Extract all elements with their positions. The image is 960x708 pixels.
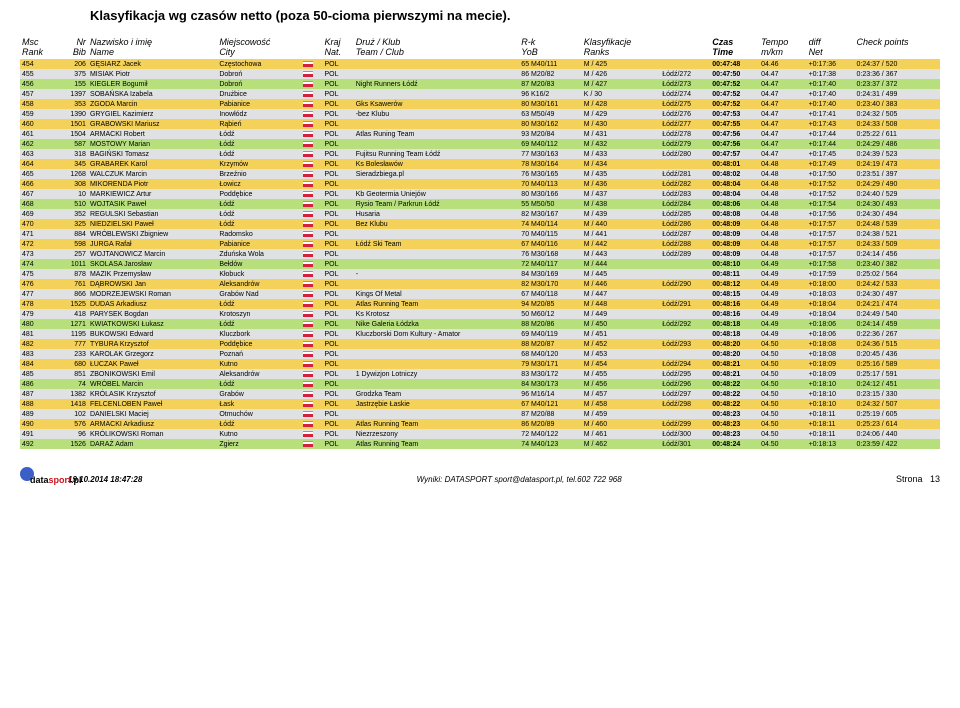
flag-icon bbox=[303, 181, 313, 187]
flag-icon bbox=[303, 201, 313, 207]
flag-icon bbox=[303, 261, 313, 267]
table-row: 4921526DARAŻ AdamZgierzPOLAtlas Running … bbox=[20, 439, 940, 449]
col-kraj: KrajNat. bbox=[322, 35, 353, 59]
flag-icon bbox=[303, 101, 313, 107]
flag-icon bbox=[303, 281, 313, 287]
flag-icon bbox=[303, 431, 313, 437]
col-team: Druż / KlubTeam / Club bbox=[354, 35, 520, 59]
page-number: Strona 13 bbox=[896, 474, 940, 484]
col-rk2 bbox=[660, 35, 710, 59]
table-row: 4611504ARMACKI RobertŁódźPOLAtlas Runing… bbox=[20, 129, 940, 139]
flag-icon bbox=[303, 81, 313, 87]
flag-icon bbox=[303, 151, 313, 157]
flag-icon bbox=[303, 441, 313, 447]
table-row: 489102DANIELSKI MaciejOtmuchówPOL87 M20/… bbox=[20, 409, 940, 419]
table-row: 471884WRÓBLEWSKI ZbigniewRadomskoPOL70 M… bbox=[20, 229, 940, 239]
flag-icon bbox=[303, 221, 313, 227]
table-row: 476761DĄBROWSKI JanAleksandrówPOL82 M30/… bbox=[20, 279, 940, 289]
table-row: 462587MOSTOWY MarianŁódźPOL69 M40/112M /… bbox=[20, 139, 940, 149]
table-row: 4801271KWIATKOWSKI ŁukaszŁódźPOLNike Gal… bbox=[20, 319, 940, 329]
flag-icon bbox=[303, 131, 313, 137]
col-nr: NrBib bbox=[58, 35, 88, 59]
table-row: 470325NIEDZIELSKI PawełŁódźPOLBez Klubu7… bbox=[20, 219, 940, 229]
flag-icon bbox=[303, 331, 313, 337]
flag-icon bbox=[303, 251, 313, 257]
table-row: 4781525DUDAS ArkadiuszŁódźPOLAtlas Runni… bbox=[20, 299, 940, 309]
table-row: 463318BAGIŃSKI TomaszŁódźPOLFujitsu Runn… bbox=[20, 149, 940, 159]
table-row: 49196KRÓLIKOWSKI RomanKutnoPOLNiezrzeszo… bbox=[20, 429, 940, 439]
table-row: 479418PARYSEK BogdanKrotoszynPOLKs Kroto… bbox=[20, 309, 940, 319]
flag-icon bbox=[303, 231, 313, 237]
flag-icon bbox=[303, 311, 313, 317]
flag-icon bbox=[303, 341, 313, 347]
table-row: 477866MODRZEJEWSKI RomanGrabów NadPOLKin… bbox=[20, 289, 940, 299]
table-row: 48674WRÓBEL MarcinŁódźPOL84 M30/173M / 4… bbox=[20, 379, 940, 389]
flag-icon bbox=[303, 391, 313, 397]
table-row: 484680ŁUCZAK PawełKutnoPOL79 M30/171M / … bbox=[20, 359, 940, 369]
footer-credits: Wyniki: DATASPORT sport@datasport.pl, te… bbox=[417, 475, 622, 484]
table-row: 4601501GRABOWSKI MariuszRąbieńPOL80 M30/… bbox=[20, 119, 940, 129]
flag-icon bbox=[303, 291, 313, 297]
table-row: 458353ZGODA MarcinPabianicePOLGks Ksawer… bbox=[20, 99, 940, 109]
flag-icon bbox=[303, 411, 313, 417]
flag-icon bbox=[303, 321, 313, 327]
datasport-logo: datasport.pl bbox=[20, 467, 60, 491]
table-row: 472598JURGA RafałPabianicePOLŁódź Ski Te… bbox=[20, 239, 940, 249]
table-row: 4871382KRÓLASIK KrzysztofGrabówPOLGrodzk… bbox=[20, 389, 940, 399]
flag-icon bbox=[303, 191, 313, 197]
flag-icon bbox=[303, 241, 313, 247]
table-row: 466308MIKORENDA PiotrŁowiczPOL70 M40/113… bbox=[20, 179, 940, 189]
flag-icon bbox=[303, 421, 313, 427]
col-flag bbox=[301, 35, 322, 59]
table-row: 4811195BUKOWSKI EdwardKluczborkPOLKluczb… bbox=[20, 329, 940, 339]
flag-icon bbox=[303, 91, 313, 97]
col-msc: MscRank bbox=[20, 35, 58, 59]
flag-icon bbox=[303, 211, 313, 217]
table-row: 485851ZBONIKOWSKI EmilAleksandrówPOL1 Dy… bbox=[20, 369, 940, 379]
flag-icon bbox=[303, 301, 313, 307]
flag-icon bbox=[303, 401, 313, 407]
col-ranks: KlasyfikacjeRanks bbox=[582, 35, 661, 59]
col-check: Check points bbox=[855, 35, 941, 59]
col-czas: CzasTime bbox=[710, 35, 759, 59]
table-row: 4591390GRYGIEL KazimierzInowłódzPOL-bez … bbox=[20, 109, 940, 119]
table-row: 456155KIEGLER BogumiłDobrońPOLNight Runn… bbox=[20, 79, 940, 89]
results-table: MscRank NrBib Nazwisko i imięName Miejsc… bbox=[20, 35, 940, 449]
table-row: 469352REGULSKI SebastianŁódźPOLHusaria82… bbox=[20, 209, 940, 219]
flag-icon bbox=[303, 361, 313, 367]
table-row: 482777TYBURA KrzysztofPoddębicePOL88 M20… bbox=[20, 339, 940, 349]
col-city: MiejscowośćCity bbox=[217, 35, 301, 59]
flag-icon bbox=[303, 161, 313, 167]
flag-icon bbox=[303, 71, 313, 77]
flag-icon bbox=[303, 111, 313, 117]
col-name: Nazwisko i imięName bbox=[88, 35, 217, 59]
table-row: 464345GRABAREK KarolKrzymówPOLKs Bolesła… bbox=[20, 159, 940, 169]
table-row: 4651268WALCZUK MarcinBrzeźnioPOLSieradzb… bbox=[20, 169, 940, 179]
table-row: 483233KAROLAK GrzegorzPoznańPOL68 M40/12… bbox=[20, 349, 940, 359]
table-row: 454206GĘSIARZ JacekCzęstochowaPOL65 M40/… bbox=[20, 59, 940, 69]
table-row: 4881418FELCENLOBEN PawełŁaskPOLJastrzębi… bbox=[20, 399, 940, 409]
flag-icon bbox=[303, 61, 313, 67]
flag-icon bbox=[303, 121, 313, 127]
flag-icon bbox=[303, 351, 313, 357]
flag-icon bbox=[303, 141, 313, 147]
table-row: 455375MISIAK PiotrDobrońPOL86 M20/82M / … bbox=[20, 69, 940, 79]
footer: datasport.pl 19.10.2014 18:47:28 Wyniki:… bbox=[0, 467, 960, 497]
table-row: 468510WOJTASIK PawełŁódźPOLRysio Team / … bbox=[20, 199, 940, 209]
table-row: 4741011SKOLASA JarosławBełdówPOL72 M40/1… bbox=[20, 259, 940, 269]
col-diff: diffNet bbox=[807, 35, 855, 59]
page-title: Klasyfikacja wg czasów netto (poza 50-ci… bbox=[90, 8, 940, 23]
table-row: 490576ARMACKI ArkadiuszŁódźPOLAtlas Runn… bbox=[20, 419, 940, 429]
flag-icon bbox=[303, 381, 313, 387]
table-row: 46710MARKIEWICZ ArturPoddębicePOLKb Geot… bbox=[20, 189, 940, 199]
flag-icon bbox=[303, 371, 313, 377]
table-row: 475878MAZIK PrzemysławKłobuckPOL-84 M30/… bbox=[20, 269, 940, 279]
col-tempo: Tempom/km bbox=[759, 35, 807, 59]
flag-icon bbox=[303, 171, 313, 177]
flag-icon bbox=[303, 271, 313, 277]
table-row: 4571397SOBAŃSKA IzabelaDrużbicePOL96 K16… bbox=[20, 89, 940, 99]
table-row: 473257WOJTANOWICZ MarcinZduńska WolaPOL7… bbox=[20, 249, 940, 259]
col-rk: R-kYoB bbox=[519, 35, 581, 59]
